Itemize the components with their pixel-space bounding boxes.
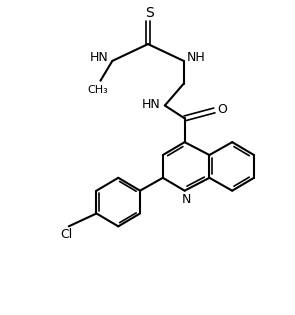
Text: O: O	[217, 103, 227, 116]
Text: NH: NH	[187, 51, 206, 65]
Text: S: S	[146, 6, 154, 20]
Text: Cl: Cl	[61, 228, 73, 241]
Text: HN: HN	[142, 98, 160, 111]
Text: CH₃: CH₃	[87, 85, 108, 94]
Text: HN: HN	[90, 51, 109, 65]
Text: N: N	[182, 193, 191, 206]
